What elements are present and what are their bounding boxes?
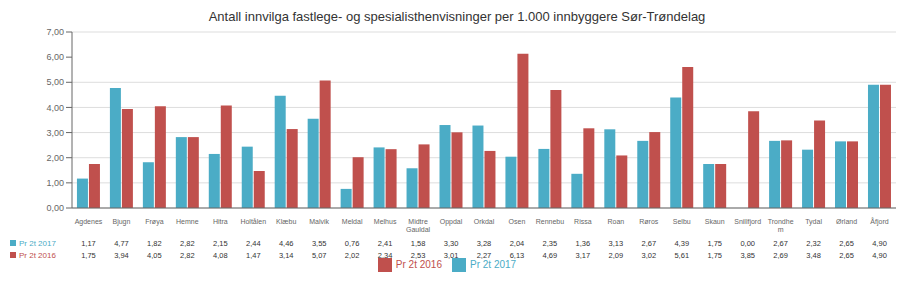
svg-text:Tydal: Tydal <box>805 218 822 226</box>
svg-text:3,02: 3,02 <box>641 251 656 260</box>
svg-text:2,53: 2,53 <box>411 251 426 260</box>
svg-text:3,01: 3,01 <box>444 251 459 260</box>
svg-text:1,75: 1,75 <box>707 251 722 260</box>
svg-text:Orkdal: Orkdal <box>474 218 495 225</box>
svg-text:4,05: 4,05 <box>147 251 162 260</box>
svg-text:0,00: 0,00 <box>46 203 64 213</box>
svg-text:3,17: 3,17 <box>576 251 591 260</box>
svg-text:1,75: 1,75 <box>707 239 722 248</box>
svg-text:7,00: 7,00 <box>46 27 64 37</box>
html-text:Pr 2t 2016: Pr 2t 2016 <box>395 258 442 270</box>
svg-text:3,14: 3,14 <box>279 251 294 260</box>
svg-text:Meldal: Meldal <box>342 218 363 225</box>
svg-text:1,58: 1,58 <box>411 239 426 248</box>
svg-text:Trondhe: Trondhe <box>768 218 794 225</box>
svg-text:4,69: 4,69 <box>543 251 558 260</box>
svg-text:3,13: 3,13 <box>609 239 624 248</box>
svg-text:3,30: 3,30 <box>444 239 459 248</box>
svg-text:1,82: 1,82 <box>147 239 162 248</box>
svg-text:0,76: 0,76 <box>345 239 360 248</box>
svg-text:Pr 2t 2017: Pr 2t 2017 <box>19 239 56 248</box>
svg-text:3,48: 3,48 <box>806 251 821 260</box>
svg-text:5,61: 5,61 <box>674 251 689 260</box>
svg-text:2,34: 2,34 <box>378 251 393 260</box>
svg-text:Rissa: Rissa <box>574 218 592 225</box>
svg-text:Pr 2t 2016: Pr 2t 2016 <box>19 251 56 260</box>
svg-text:Selbu: Selbu <box>673 218 691 225</box>
svg-text:4,39: 4,39 <box>674 239 689 248</box>
svg-text:1,47: 1,47 <box>246 251 261 260</box>
svg-text:5,07: 5,07 <box>312 251 327 260</box>
svg-text:1,36: 1,36 <box>576 239 591 248</box>
svg-text:2,35: 2,35 <box>543 239 558 248</box>
svg-text:2,82: 2,82 <box>180 239 195 248</box>
svg-text:1,17: 1,17 <box>81 239 96 248</box>
svg-text:Gauldal: Gauldal <box>406 226 431 233</box>
svg-text:4,08: 4,08 <box>213 251 228 260</box>
svg-text:2,44: 2,44 <box>246 239 261 248</box>
svg-text:3,55: 3,55 <box>312 239 327 248</box>
svg-text:Malvik: Malvik <box>309 218 329 225</box>
svg-text:Rennebu: Rennebu <box>536 218 565 225</box>
svg-text:Klæbu: Klæbu <box>276 218 296 225</box>
svg-text:Snillfjord: Snillfjord <box>734 218 761 226</box>
svg-text:4,90: 4,90 <box>872 251 887 260</box>
svg-text:4,00: 4,00 <box>46 103 64 113</box>
html-text:Pr 2t 2017: Pr 2t 2017 <box>470 258 517 270</box>
svg-text:2,27: 2,27 <box>477 251 492 260</box>
svg-text:2,32: 2,32 <box>806 239 821 248</box>
svg-text:4,46: 4,46 <box>279 239 294 248</box>
svg-text:2,02: 2,02 <box>345 251 360 260</box>
svg-text:Hemne: Hemne <box>176 218 199 225</box>
svg-text:Midtre: Midtre <box>408 218 428 225</box>
svg-text:4,77: 4,77 <box>114 239 129 248</box>
svg-text:2,04: 2,04 <box>510 239 525 248</box>
svg-text:3,00: 3,00 <box>46 128 64 138</box>
svg-text:Ørland: Ørland <box>836 218 857 225</box>
svg-text:2,09: 2,09 <box>609 251 624 260</box>
svg-text:Hitra: Hitra <box>213 218 228 225</box>
svg-text:2,65: 2,65 <box>839 239 854 248</box>
svg-text:6,13: 6,13 <box>510 251 525 260</box>
svg-text:2,69: 2,69 <box>773 251 788 260</box>
svg-text:Skaun: Skaun <box>705 218 725 225</box>
svg-text:2,67: 2,67 <box>773 239 788 248</box>
svg-text:5,00: 5,00 <box>46 77 64 87</box>
svg-text:2,65: 2,65 <box>839 251 854 260</box>
svg-text:2,67: 2,67 <box>641 239 656 248</box>
svg-text:Osen: Osen <box>509 218 526 225</box>
svg-text:Røros: Røros <box>639 218 659 225</box>
svg-text:Agdenes: Agdenes <box>75 218 103 226</box>
svg-text:1,75: 1,75 <box>81 251 96 260</box>
svg-text:6,00: 6,00 <box>46 52 64 62</box>
html-text:Antall innvilga fastlege- og s: Antall innvilga fastlege- og spesialisth… <box>208 9 706 24</box>
svg-text:0,00: 0,00 <box>740 239 755 248</box>
svg-text:2,00: 2,00 <box>46 153 64 163</box>
svg-text:Oppdal: Oppdal <box>440 218 463 226</box>
svg-text:3,28: 3,28 <box>477 239 492 248</box>
svg-text:2,15: 2,15 <box>213 239 228 248</box>
svg-text:Åfjord: Åfjord <box>870 217 888 226</box>
svg-text:Melhus: Melhus <box>374 218 397 225</box>
svg-text:2,41: 2,41 <box>378 239 393 248</box>
svg-text:Bjugn: Bjugn <box>112 218 130 226</box>
svg-text:Holtålen: Holtålen <box>240 218 266 225</box>
svg-text:3,85: 3,85 <box>740 251 755 260</box>
svg-text:m: m <box>778 226 784 233</box>
svg-text:3,94: 3,94 <box>114 251 129 260</box>
svg-text:Frøya: Frøya <box>145 218 163 226</box>
svg-text:4,90: 4,90 <box>872 239 887 248</box>
svg-text:1,00: 1,00 <box>46 178 64 188</box>
svg-text:Roan: Roan <box>607 218 624 225</box>
svg-text:2,82: 2,82 <box>180 251 195 260</box>
